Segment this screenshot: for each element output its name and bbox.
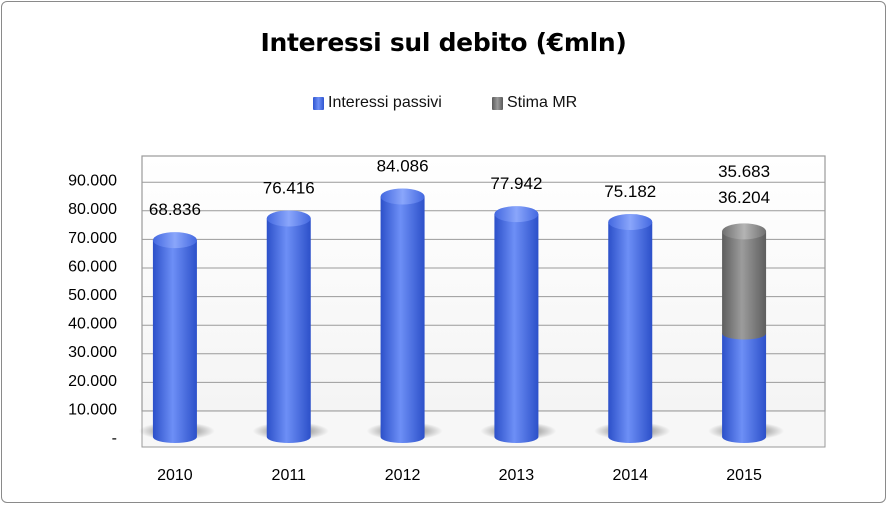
data-label: 77.942 (490, 174, 542, 193)
data-label: 36.204 (718, 188, 770, 207)
gridlines (142, 181, 825, 383)
bar-interessi-passivi (494, 214, 539, 443)
bar-interessi-passivi (266, 218, 311, 443)
x-axis-ticks: 2010 2011 2012 2013 2014 2015 (157, 467, 762, 484)
y-tick-label: 50.000 (68, 287, 117, 304)
bar-cap (722, 223, 767, 240)
data-label: 84.086 (377, 157, 429, 176)
y-tick-label: - (112, 430, 117, 447)
bar-cap (380, 188, 425, 205)
chart-title: Interessi sul debito (€mln) (260, 28, 627, 57)
data-label: 76.416 (263, 178, 315, 197)
legend-label-interessi-passivi: Interessi passivi (328, 94, 442, 111)
legend-swatch-stima-mr (492, 96, 503, 110)
x-tick-label: 2014 (612, 467, 648, 484)
bar-cap (152, 232, 197, 249)
legend-label-stima-mr: Stima MR (507, 94, 578, 111)
y-tick-label: 60.000 (68, 258, 117, 275)
data-label: 75.182 (604, 182, 656, 201)
y-tick-label: 80.000 (68, 201, 117, 218)
x-tick-label: 2015 (726, 467, 762, 484)
y-tick-label: 90.000 (68, 173, 117, 190)
y-tick-label: 70.000 (68, 230, 117, 247)
legend-item-interessi-passivi: Interessi passivi (313, 94, 442, 112)
bar-stima-mr (722, 231, 767, 340)
bar-interessi-passivi (152, 240, 197, 443)
data-labels: 68.836 76.416 84.086 77.942 75.182 35.683 36.2… (149, 157, 770, 220)
data-label: 35.683 (718, 162, 770, 181)
bar-cap (608, 213, 653, 230)
bar-cap (494, 206, 539, 223)
y-tick-label: 20.000 (68, 373, 117, 390)
data-label: 68.836 (149, 200, 201, 219)
x-tick-label: 2013 (499, 467, 535, 484)
bars (138, 188, 785, 443)
y-axis-ticks: - 10.000 20.000 30.000 40.000 50.000 60.000 70.… (68, 173, 117, 447)
legend-item-stima-mr: Stima MR (492, 94, 577, 112)
x-tick-label: 2010 (157, 467, 193, 484)
y-tick-label: 30.000 (68, 344, 117, 361)
bar-cap (266, 210, 311, 227)
bar-interessi-passivi (722, 333, 767, 443)
y-tick-label: 10.000 (68, 401, 117, 418)
x-tick-label: 2012 (385, 467, 421, 484)
bar-interessi-passivi (608, 221, 653, 443)
chart-legend: Interessi passivi Stima MR (2, 94, 885, 118)
y-tick-label: 40.000 (68, 316, 117, 333)
legend-swatch-interessi-passivi (313, 96, 324, 110)
bar-interessi-passivi (380, 196, 425, 443)
x-tick-label: 2011 (272, 467, 307, 484)
